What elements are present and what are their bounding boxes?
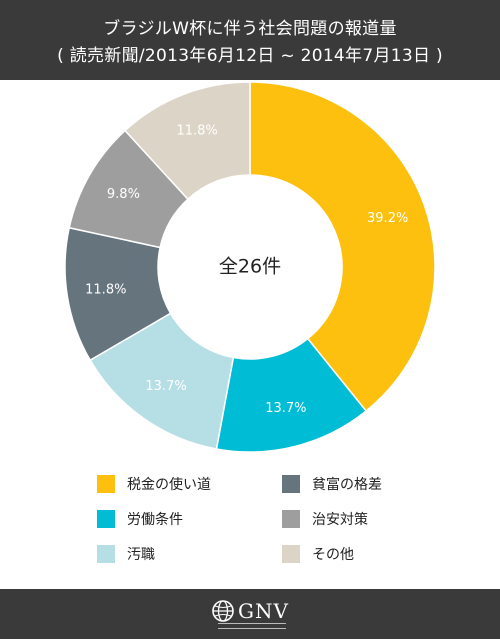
legend-item-other: その他: [282, 543, 354, 565]
gnv-logo: GNV: [210, 596, 290, 632]
slice-value-label-4: 9.8%: [107, 187, 140, 202]
legend-swatch: [97, 475, 115, 493]
donut-chart: 39.2% 13.7% 13.7% 11.8% 9.8% 11.8% 全26件: [64, 81, 436, 453]
legend-item-tax: 税金の使い道: [97, 473, 211, 495]
footer-bar: GNV: [0, 589, 500, 639]
chart-title: ブラジルW杯に伴う社会問題の報道量: [103, 19, 397, 39]
donut-slice-1: [215, 337, 368, 453]
donut-slice-2: [89, 312, 235, 450]
legend-swatch: [97, 510, 115, 528]
legend-label: 税金の使い道: [127, 477, 211, 493]
legend-swatch: [97, 545, 115, 563]
donut-slice-0: [249, 81, 436, 413]
logo-rule: [218, 623, 286, 629]
legend-label: 汚職: [127, 547, 155, 563]
legend-item-security: 治安対策: [282, 508, 368, 530]
legend-swatch: [282, 475, 300, 493]
chart-legend: 税金の使い道 貧富の格差 労働条件 治安対策 汚職 その他: [0, 465, 500, 585]
slice-value-label-5: 11.8%: [176, 123, 217, 138]
legend-item-inequality: 貧富の格差: [282, 473, 382, 495]
slice-value-label-2: 13.7%: [145, 379, 186, 394]
center-total-label: 全26件: [219, 256, 281, 278]
donut-slice-5: [124, 81, 251, 201]
legend-label: その他: [312, 547, 354, 563]
globe-icon: [212, 600, 234, 622]
legend-swatch: [282, 510, 300, 528]
legend-label: 労働条件: [127, 512, 183, 528]
legend-swatch: [282, 545, 300, 563]
slice-value-label-3: 11.8%: [85, 282, 126, 297]
legend-item-labor: 労働条件: [97, 508, 183, 530]
slice-value-label-1: 13.7%: [265, 401, 306, 416]
legend-label: 治安対策: [312, 512, 368, 528]
slice-value-label-0: 39.2%: [367, 211, 408, 226]
legend-label: 貧富の格差: [312, 477, 382, 493]
logo-text: GNV: [238, 599, 289, 623]
chart-subtitle: ( 読売新聞/2013年6月12日 ~ 2014年7月13日 ): [57, 46, 443, 66]
chart-header: ブラジルW杯に伴う社会問題の報道量 ( 読売新聞/2013年6月12日 ~ 20…: [0, 0, 500, 80]
legend-item-corruption: 汚職: [97, 543, 155, 565]
